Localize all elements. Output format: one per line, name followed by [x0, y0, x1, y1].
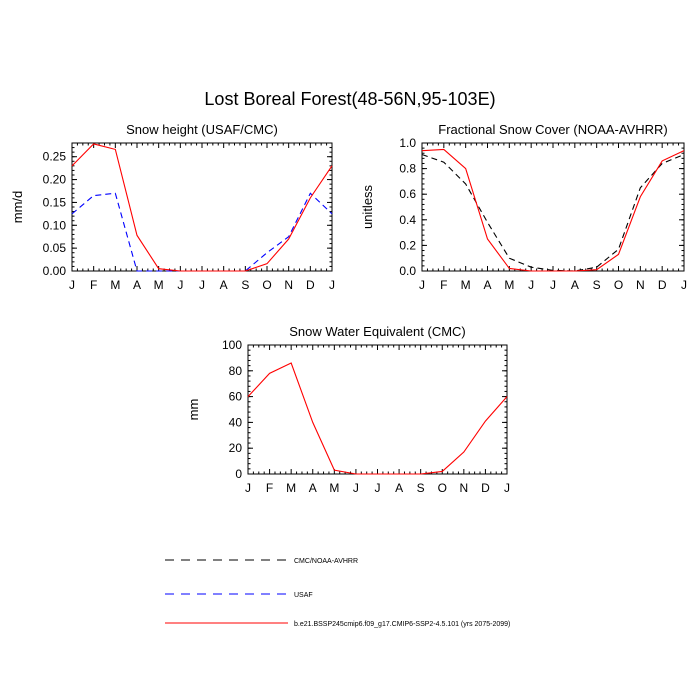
x-tick-label: M [461, 278, 471, 292]
y-axis-label: unitless [360, 184, 375, 229]
x-tick-label: O [438, 481, 447, 495]
x-tick-label: S [593, 278, 601, 292]
x-tick-label: N [636, 278, 645, 292]
chart-panel-3: Snow Water Equivalent (CMC)mmJ F M A M J J A S O N… [186, 324, 510, 495]
x-tick-label: A [483, 278, 491, 292]
x-tick-label: M [504, 278, 514, 292]
x-tick-label: J [245, 481, 251, 495]
x-tick-label: M [286, 481, 296, 495]
y-tick-label: 60 [229, 390, 243, 404]
y-tick-label: 0.0 [399, 264, 416, 278]
y-tick-label: 0.20 [43, 173, 67, 187]
y-tick-label: 40 [229, 415, 243, 429]
x-tick-label: J [375, 481, 381, 495]
x-tick-label: A [309, 481, 317, 495]
y-tick-label: 1.0 [399, 136, 416, 150]
y-tick-label: 0.4 [399, 213, 416, 227]
series-line-model [421, 148, 685, 272]
chart-panel-1: Snow height (USAF/CMC)mm/dJ F M A M J J A S O N D J0… [10, 122, 335, 292]
plot-frame [247, 344, 508, 475]
x-tick-label: J [353, 481, 359, 495]
x-tick-label: D [306, 278, 315, 292]
y-tick-label: 100 [222, 338, 242, 352]
y-tick-label: 0.15 [43, 195, 67, 209]
panel-title: Snow Water Equivalent (CMC) [289, 324, 466, 339]
x-tick-label: J [504, 481, 510, 495]
x-tick-label: J [550, 278, 556, 292]
y-tick-label: 0.00 [43, 264, 67, 278]
x-tick-label: F [266, 481, 273, 495]
y-tick-label: 0.8 [399, 162, 416, 176]
panel-title: Snow height (USAF/CMC) [126, 122, 278, 137]
chart-panel-2: Fractional Snow Cover (NOAA-AVHRR) unitle… [360, 122, 687, 292]
y-tick-label: 0.6 [399, 187, 416, 201]
x-tick-label: M [329, 481, 339, 495]
legend-label: CMC/NOAA-AVHRR [294, 558, 358, 565]
x-tick-label: M [154, 278, 164, 292]
x-tick-label: F [90, 278, 97, 292]
series-line-model [247, 362, 508, 475]
x-tick-label: O [614, 278, 623, 292]
chart-panels: Snow height (USAF/CMC)mm/dJ F M A M J J A S O N D J0… [10, 122, 687, 495]
x-tick-label: N [284, 278, 293, 292]
figure-title: Lost Boreal Forest(48-56N,95-103E) [204, 89, 496, 109]
plot-frame [71, 142, 333, 272]
y-tick-label: 0.2 [399, 238, 416, 252]
y-tick-label: 0.25 [43, 150, 67, 164]
legend-label: b.e21.BSSP245cmip6.f09_g17.CMIP6-SSP2-4.… [294, 621, 510, 628]
legend-item: CMC/NOAA-AVHRR [165, 558, 358, 565]
plot-frame [421, 142, 685, 272]
x-tick-label: J [528, 278, 534, 292]
legend-item: USAF [165, 592, 313, 599]
x-tick-label: A [395, 481, 403, 495]
y-tick-label: 0 [235, 467, 242, 481]
x-tick-label: F [440, 278, 447, 292]
x-tick-label: J [69, 278, 75, 292]
x-tick-label: A [133, 278, 141, 292]
x-tick-label: D [481, 481, 490, 495]
x-tick-label: S [417, 481, 425, 495]
series-line-usaf [71, 192, 333, 272]
y-tick-label: 0.10 [43, 218, 67, 232]
x-tick-label: J [177, 278, 183, 292]
series-line-obs [421, 154, 685, 272]
x-tick-label: J [419, 278, 425, 292]
legend-label: USAF [294, 592, 313, 599]
panel-title: Fractional Snow Cover (NOAA-AVHRR) [438, 122, 667, 137]
y-axis-label: mm/d [10, 191, 25, 224]
y-tick-label: 80 [229, 364, 243, 378]
x-tick-label: S [241, 278, 249, 292]
x-tick-label: M [110, 278, 120, 292]
y-tick-label: 20 [229, 441, 243, 455]
x-tick-label: J [329, 278, 335, 292]
y-tick-label: 0.05 [43, 241, 67, 255]
x-tick-label: D [658, 278, 667, 292]
x-tick-label: A [571, 278, 579, 292]
x-tick-label: J [681, 278, 687, 292]
y-axis-label: mm [186, 399, 201, 421]
series-line-model [71, 143, 333, 272]
x-tick-label: N [459, 481, 468, 495]
x-tick-label: O [262, 278, 271, 292]
legend-item: b.e21.BSSP245cmip6.f09_g17.CMIP6-SSP2-4.… [165, 621, 510, 628]
x-tick-label: A [220, 278, 228, 292]
x-tick-label: J [199, 278, 205, 292]
legend: CMC/NOAA-AVHRR USAF b.e21.BSSP245cmip6.f09… [165, 558, 510, 628]
